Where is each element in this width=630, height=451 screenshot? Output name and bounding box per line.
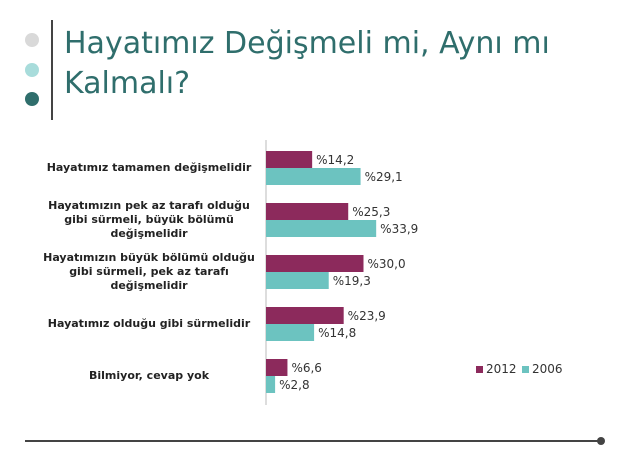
legend-swatch xyxy=(476,366,483,373)
legend-label: 2012 xyxy=(486,362,517,376)
value-label: %14,2 xyxy=(316,153,355,167)
bar xyxy=(266,168,361,185)
value-label: %14,8 xyxy=(318,326,357,340)
bar xyxy=(266,307,344,324)
value-label: %23,9 xyxy=(347,309,386,323)
legend-label: 2006 xyxy=(532,362,563,376)
value-label: %33,9 xyxy=(380,222,419,236)
value-label: %6,6 xyxy=(291,361,322,375)
value-label: %2,8 xyxy=(279,378,310,392)
category-label: Hayatımızın pek az tarafı olduğu gibi sü… xyxy=(48,199,250,240)
value-label: %25,3 xyxy=(352,205,391,219)
bar xyxy=(266,272,329,289)
decor-dot xyxy=(25,63,39,77)
value-label: %30,0 xyxy=(367,257,406,271)
bar xyxy=(266,376,276,393)
value-label: %19,3 xyxy=(332,274,371,288)
category-label: Hayatımız olduğu gibi sürmelidir xyxy=(47,317,251,330)
footer-dot xyxy=(597,437,605,445)
title: Hayatımız Değişmeli mi, Aynı mı Kalmalı? xyxy=(64,26,550,101)
category-label: Bilmiyor, cevap yok xyxy=(88,369,210,382)
bar xyxy=(266,359,288,376)
bar xyxy=(266,151,313,168)
bar xyxy=(266,220,377,237)
category-label: Hayatımız tamamen değişmelidir xyxy=(46,161,252,174)
category-label: Hayatımızın büyük bölümü olduğu gibi sür… xyxy=(43,251,255,292)
decor-dot xyxy=(25,33,39,47)
value-label: %29,1 xyxy=(364,170,403,184)
legend-swatch xyxy=(522,366,529,373)
bar xyxy=(266,255,364,272)
bar xyxy=(266,203,349,220)
decor-dot xyxy=(25,92,39,106)
bar xyxy=(266,324,315,341)
